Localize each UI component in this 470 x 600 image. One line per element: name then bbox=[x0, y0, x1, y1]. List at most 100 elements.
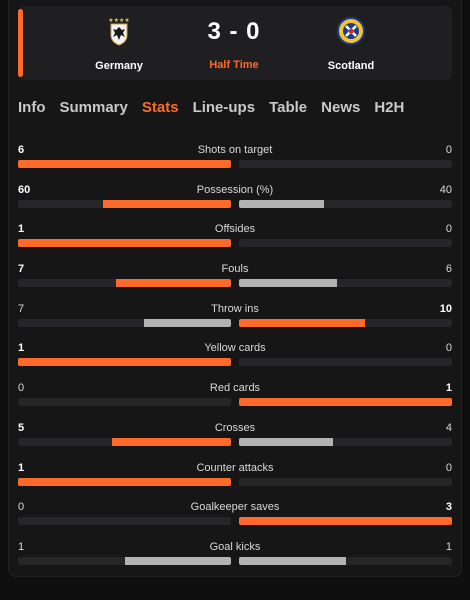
stat-home-value: 6 bbox=[18, 144, 25, 156]
stat-home-bar-track bbox=[18, 160, 231, 168]
stat-home-bar-track bbox=[18, 279, 231, 288]
stat-row: 1 Yellow cards 0 bbox=[18, 338, 452, 378]
stats-list: 6 Shots on target 0 60 Possession (%) 40 1 Offs… bbox=[18, 140, 452, 577]
stat-home-bar-track bbox=[18, 239, 231, 248]
stat-away-value: 6 bbox=[445, 263, 452, 276]
stat-away-bar bbox=[239, 517, 452, 526]
stat-away-value: 4 bbox=[445, 421, 452, 434]
stat-away-bar bbox=[239, 437, 333, 446]
stat-home-bar bbox=[18, 477, 231, 486]
stat-home-value: 60 bbox=[18, 183, 31, 196]
stat-away-bar-track bbox=[239, 318, 452, 327]
stat-row: 7 Throw ins 10 bbox=[18, 299, 452, 339]
tab-h2h[interactable]: H2H bbox=[374, 99, 405, 116]
tab-table[interactable]: Table bbox=[269, 99, 308, 116]
stat-label: Goalkeeper saves bbox=[190, 501, 280, 514]
stat-home-bar bbox=[18, 160, 231, 168]
stat-label: Offsides bbox=[214, 223, 256, 236]
stat-away-bar bbox=[239, 318, 365, 327]
stat-label: Possession (%) bbox=[196, 183, 274, 196]
stat-home-bar-track bbox=[18, 437, 231, 446]
stat-away-bar-track bbox=[239, 279, 452, 288]
stat-away-value: 0 bbox=[445, 461, 452, 474]
stat-row: 1 Offsides 0 bbox=[18, 219, 452, 259]
stat-away-bar-track bbox=[239, 239, 452, 248]
away-team-name: Scotland bbox=[327, 60, 375, 72]
stat-home-value: 1 bbox=[18, 540, 25, 553]
stat-home-bar-track bbox=[18, 358, 231, 367]
stat-label: Throw ins bbox=[211, 302, 259, 315]
stat-home-bar bbox=[103, 199, 231, 208]
stat-away-bar-track bbox=[239, 160, 452, 168]
stat-label: Red cards bbox=[209, 382, 261, 395]
stat-row: 1 Counter attacks 0 bbox=[18, 458, 452, 498]
stat-home-value: 7 bbox=[18, 302, 25, 315]
stat-home-bar-track bbox=[18, 556, 231, 565]
stat-label: Yellow cards bbox=[204, 342, 266, 355]
stat-home-bar-track bbox=[18, 398, 231, 407]
stat-home-bar bbox=[143, 318, 231, 327]
stat-home-value: 7 bbox=[18, 263, 25, 276]
stat-away-bar-track bbox=[239, 556, 452, 565]
tab-summary[interactable]: Summary bbox=[59, 99, 128, 116]
stat-home-bar-track bbox=[18, 517, 231, 526]
stat-label: Counter attacks bbox=[196, 461, 274, 474]
stat-home-bar-track bbox=[18, 199, 231, 208]
stat-row: 0 Goalkeeper saves 3 bbox=[18, 497, 452, 537]
home-team-name: Germany bbox=[95, 60, 143, 72]
stat-row: 0 Red cards 1 bbox=[18, 378, 452, 418]
stat-away-value: 0 bbox=[445, 144, 452, 156]
stat-away-value: 3 bbox=[445, 501, 452, 514]
stat-home-bar bbox=[18, 358, 231, 367]
stat-away-value: 40 bbox=[439, 183, 452, 196]
germany-crest-icon: ★★★★ bbox=[108, 17, 130, 46]
stat-home-bar-track bbox=[18, 477, 231, 486]
stat-away-value: 10 bbox=[439, 302, 452, 315]
match-status: Half Time bbox=[209, 59, 259, 71]
stat-home-bar-track bbox=[18, 318, 231, 327]
stat-home-bar bbox=[115, 279, 231, 288]
svg-text:★★★★: ★★★★ bbox=[108, 17, 130, 24]
stat-home-value: 0 bbox=[18, 501, 25, 514]
tab-news[interactable]: News bbox=[321, 99, 361, 116]
stat-away-bar-track bbox=[239, 358, 452, 367]
scoreboard-accent-bar bbox=[18, 9, 23, 77]
stat-label: Goal kicks bbox=[209, 540, 261, 553]
stat-home-bar bbox=[111, 437, 231, 446]
stat-home-value: 1 bbox=[18, 461, 25, 474]
stat-row: 60 Possession (%) 40 bbox=[18, 180, 452, 220]
stat-away-bar bbox=[239, 556, 346, 565]
stat-home-value: 0 bbox=[18, 382, 25, 395]
stat-row: 7 Fouls 6 bbox=[18, 259, 452, 299]
stat-row: 6 Shots on target 0 bbox=[18, 140, 452, 180]
stat-away-bar bbox=[239, 199, 325, 208]
scoreboard: ★★★★ Germany 3 - 0 Half Time Scotland bbox=[18, 6, 452, 80]
stat-away-value: 0 bbox=[445, 223, 452, 236]
stat-away-value: 1 bbox=[445, 382, 452, 395]
stat-row: 1 Goal kicks 1 bbox=[18, 537, 452, 577]
stat-home-bar bbox=[124, 556, 231, 565]
home-team[interactable]: ★★★★ Germany bbox=[59, 16, 179, 72]
stat-home-value: 1 bbox=[18, 342, 25, 355]
stat-away-bar-track bbox=[239, 199, 452, 208]
stat-away-bar-track bbox=[239, 398, 452, 407]
stat-home-value: 5 bbox=[18, 421, 25, 434]
away-team[interactable]: Scotland bbox=[291, 16, 411, 72]
tab-line-ups[interactable]: Line-ups bbox=[192, 99, 256, 116]
tab-stats[interactable]: Stats bbox=[141, 99, 179, 116]
scotland-crest-icon bbox=[337, 17, 365, 45]
stat-away-bar-track bbox=[239, 517, 452, 526]
stat-home-value: 1 bbox=[18, 223, 25, 236]
stat-row: 5 Crosses 4 bbox=[18, 418, 452, 458]
stat-label: Shots on target bbox=[197, 144, 273, 156]
stat-away-value: 1 bbox=[445, 540, 452, 553]
stat-away-bar bbox=[239, 398, 452, 407]
stat-away-value: 0 bbox=[445, 342, 452, 355]
stat-away-bar-track bbox=[239, 437, 452, 446]
tab-info[interactable]: Info bbox=[18, 99, 46, 116]
stat-label: Fouls bbox=[221, 263, 249, 276]
match-tabs: Info Summary Stats Line-ups Table News H… bbox=[18, 99, 418, 119]
stat-away-bar-track bbox=[239, 477, 452, 486]
stat-label: Crosses bbox=[214, 421, 256, 434]
stat-away-bar bbox=[239, 279, 337, 288]
